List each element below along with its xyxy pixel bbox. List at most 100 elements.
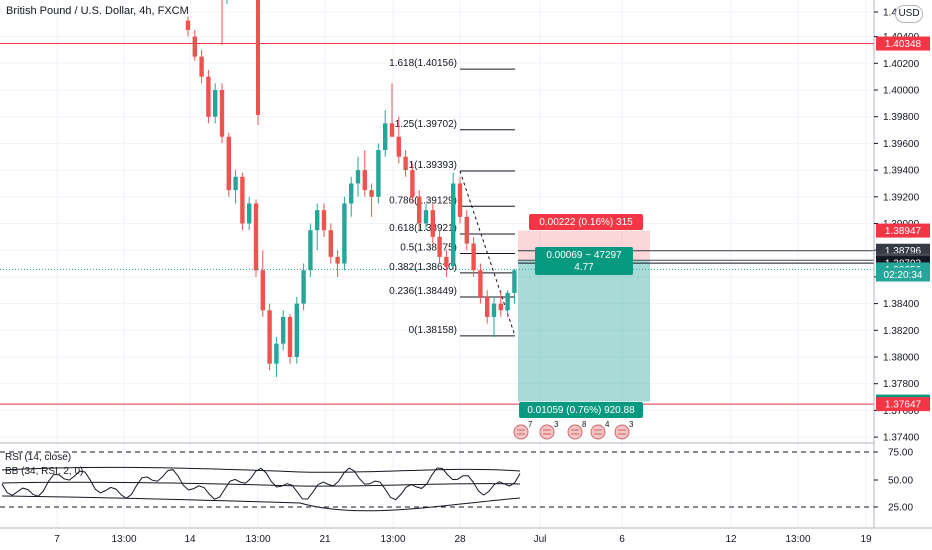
event-flag-icon <box>590 424 606 440</box>
stop-loss-label-box <box>529 214 643 230</box>
candle-body <box>376 150 381 197</box>
event-flag-icon <box>614 424 630 440</box>
time-axis-label: 6 <box>619 534 625 545</box>
currency-button[interactable]: USD <box>895 5 923 23</box>
axis-tick-label: 1.39800 <box>883 112 920 123</box>
candle-body <box>437 236 442 257</box>
axis-tick-label: 1.37800 <box>883 379 920 390</box>
time-axis-label: 13:00 <box>380 534 405 545</box>
fib-level-label: 0.618(1.38921) <box>389 223 457 234</box>
take-profit-label-text: 0.01059 (0.76%) 920.88 <box>527 405 635 416</box>
time-axis-label: Jul <box>534 534 547 545</box>
price-tag-text: 02:20:34 <box>884 270 923 281</box>
candle-body <box>471 243 476 271</box>
candle-body <box>253 203 259 271</box>
event-flag-icon <box>567 424 583 440</box>
candle-body <box>233 176 238 191</box>
price-tag-text: 1.40348 <box>885 39 922 50</box>
candle-body <box>328 230 333 257</box>
candle-body <box>485 296 490 317</box>
candle-body <box>274 343 279 364</box>
candle-body <box>383 123 388 151</box>
axis-tick-label: 1.40000 <box>883 86 920 97</box>
candle-body <box>369 190 374 197</box>
candle-body <box>185 20 191 30</box>
candle-body <box>457 183 463 217</box>
bb-basis-line <box>1 481 521 487</box>
fibonacci-extension-tool[interactable]: 1.618(1.40156) 1.25(1.39702) 1(1.39393) 0.7… <box>389 58 516 337</box>
candle-body <box>206 76 211 117</box>
candle-body <box>315 210 320 231</box>
long-position-tool[interactable] <box>518 230 874 402</box>
candle-body <box>321 210 327 231</box>
candle-body <box>349 183 354 204</box>
time-axis-label: 7 <box>54 534 60 545</box>
event-count-label: 3 <box>629 420 634 429</box>
fib-level-label: 1(1.39393) <box>409 160 457 171</box>
candle-body <box>396 136 401 157</box>
fib-level-label: 0.786(1.39129) <box>389 195 457 206</box>
candle-body <box>240 176 245 224</box>
candle-body <box>389 123 395 137</box>
event-count-label: 3 <box>554 420 559 429</box>
price-axis[interactable]: 1.411.404001.402001.400001.398001.396001… <box>873 0 932 550</box>
candle-body <box>464 216 469 244</box>
time-axis-label: 13:00 <box>245 534 270 545</box>
price-tag-box <box>876 267 930 282</box>
time-axis[interactable]: 7 13:00 14 13:00 21 13:00 28 Jul 6 12 13:00 19 <box>0 527 932 545</box>
axis-tick-label: 1.37600 <box>883 406 920 417</box>
candle-body <box>423 210 429 224</box>
axis-tick-label: 1.39400 <box>883 166 920 177</box>
take-profit-label-box <box>519 402 643 418</box>
fib-level-label: 1.618(1.40156) <box>389 58 457 69</box>
candle-body <box>267 310 272 364</box>
candle-body <box>478 270 483 297</box>
indicator-axis-label: 50.00 <box>888 476 913 487</box>
fib-level-label: 0(1.38158) <box>409 325 457 336</box>
fib-level-label: 1.25(1.39702) <box>395 119 457 130</box>
entry-label-box <box>535 247 633 275</box>
rsi-indicator-pane[interactable] <box>0 442 874 512</box>
time-axis-label: 19 <box>860 534 872 545</box>
fib-level-label: 0.236(1.38449) <box>389 286 457 297</box>
candle-body <box>199 56 204 77</box>
candle-body <box>213 90 218 117</box>
entry-label-text: 0.00069 ~ 47297 <box>546 250 622 261</box>
candle-body <box>335 256 340 264</box>
horizontal-lines <box>0 43 874 405</box>
candle-body <box>247 203 252 224</box>
rsi-line <box>1 467 521 501</box>
time-axis-label: 12 <box>725 534 737 545</box>
indicator-axis-label: 75.00 <box>888 448 913 459</box>
candle-body <box>281 316 286 344</box>
candle-body <box>417 196 422 224</box>
price-tag-text: 1.37647 <box>885 400 922 411</box>
candle-body <box>226 136 231 191</box>
candle-body <box>498 303 503 311</box>
trade-event-icons[interactable]: 7 3 8 4 3 <box>513 420 634 440</box>
price-tag-box <box>876 223 930 238</box>
axis-tick-label: 1.38200 <box>883 326 920 337</box>
axis-tick-label: 1.39600 <box>883 139 920 150</box>
candle-body <box>260 270 265 311</box>
event-flag-icon <box>539 424 555 440</box>
stop-loss-label-text: 0.00222 (0.16%) 315 <box>539 217 633 228</box>
price-tag-box <box>876 36 930 51</box>
time-axis-label: 13:00 <box>785 534 810 545</box>
candle-body <box>410 170 415 197</box>
bb-lower-line <box>1 495 521 512</box>
symbol-title: British Pound / U.S. Dollar, 4h, FXCM <box>6 5 189 17</box>
candle-body <box>294 303 299 357</box>
candle-body <box>444 256 449 267</box>
time-axis-label: 28 <box>454 534 466 545</box>
axis-tick-label: 1.37400 <box>883 433 920 444</box>
event-count-label: 4 <box>605 420 610 429</box>
axis-tick-label: 1.40200 <box>883 59 920 70</box>
indicator-axis-label: 25.00 <box>888 503 913 514</box>
time-axis-label: 21 <box>319 534 331 545</box>
candle-body <box>505 292 510 311</box>
axis-tick-label: 1.39200 <box>883 192 920 203</box>
price-tag-box <box>876 397 930 412</box>
